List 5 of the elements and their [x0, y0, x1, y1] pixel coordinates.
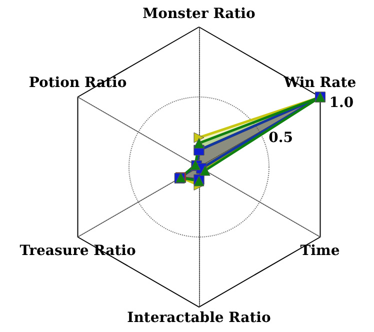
spoke-label: Monster Ratio — [142, 6, 256, 22]
spoke-label: Interactable Ratio — [127, 310, 271, 326]
spoke-label: Time — [300, 243, 340, 259]
y-tick-label: 0.5 — [268, 130, 293, 146]
y-tick-label: 1.0 — [329, 95, 354, 111]
